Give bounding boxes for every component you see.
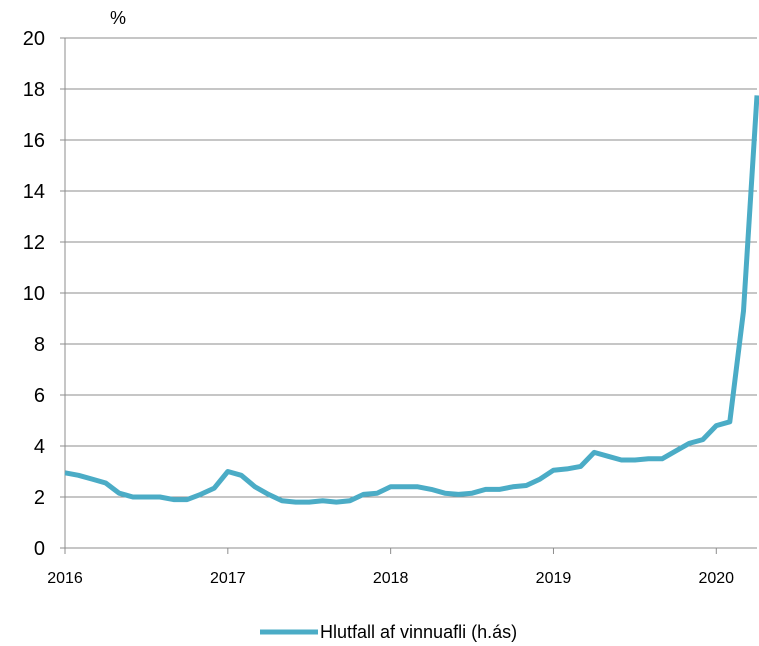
ytick-label: 18 xyxy=(23,79,45,101)
ytick-label: 8 xyxy=(34,334,45,356)
legend-label: Hlutfall af vinnuafli (h.ás) xyxy=(320,622,517,642)
ytick-label: 6 xyxy=(34,385,45,407)
y-axis-unit-label: % xyxy=(110,8,126,28)
ytick-label: 10 xyxy=(23,283,45,305)
ytick-label: 2 xyxy=(34,487,45,509)
axes xyxy=(60,37,757,554)
ytick-label: 12 xyxy=(23,232,45,254)
legend: Hlutfall af vinnuafli (h.ás) xyxy=(260,622,517,642)
ytick-label: 4 xyxy=(34,436,45,458)
xtick-label: 2020 xyxy=(698,570,734,587)
grid-lines xyxy=(65,37,757,498)
tick-labels: 0 2 4 6 8 10 12 14 16 18 20% 2016 2017 2018 2019 2020 xyxy=(23,8,734,587)
ytick-label: 20 xyxy=(23,28,45,50)
xtick-label: 2016 xyxy=(47,570,83,587)
ytick-label: 16 xyxy=(23,130,45,152)
ytick-label: 14 xyxy=(23,181,45,203)
xtick-label: 2018 xyxy=(373,570,409,587)
series-line-0 xyxy=(64,95,759,505)
xtick-label: 2017 xyxy=(210,570,246,587)
ytick-label: 0 xyxy=(34,538,45,560)
xtick-label: 2019 xyxy=(536,570,572,587)
series-lines xyxy=(64,95,759,505)
